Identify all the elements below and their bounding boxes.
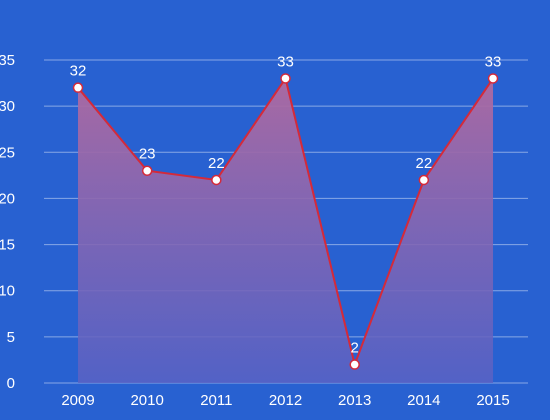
data-point-2014 (418, 174, 430, 186)
y-tick-label: 25 (0, 144, 15, 161)
x-tick-label: 2010 (130, 392, 163, 409)
x-tick-label: 2009 (61, 392, 94, 409)
series-area-fill (78, 78, 494, 383)
data-label-2015: 33 (485, 53, 502, 70)
y-tick-label: 5 (7, 329, 15, 346)
data-label-2012: 33 (277, 53, 294, 70)
data-label-2010: 23 (139, 146, 156, 163)
y-tick-label: 30 (0, 98, 15, 115)
y-tick-label: 15 (0, 237, 15, 254)
data-point-2012 (280, 73, 291, 84)
data-point-2015 (487, 73, 499, 84)
data-point-2009 (72, 82, 84, 93)
data-label-2014: 22 (416, 155, 433, 172)
data-point-2011 (211, 174, 222, 186)
y-tick-label: 35 (0, 52, 15, 69)
x-tick-label: 2015 (476, 392, 509, 409)
x-tick-label: 2012 (269, 392, 302, 409)
x-axis: 2009 2010 2011 2012 2013 2014 2015 (61, 392, 509, 409)
y-axis: 0 5 10 15 20 25 30 35 (0, 52, 15, 392)
data-point-2013 (349, 359, 360, 370)
series-area (78, 78, 494, 383)
x-tick-label: 2011 (200, 392, 232, 409)
data-label-2011: 22 (208, 155, 225, 172)
data-points (72, 73, 499, 370)
data-point-2010 (141, 165, 153, 176)
data-label-2009: 32 (70, 63, 87, 80)
y-tick-label: 10 (0, 283, 15, 300)
y-tick-label: 20 (0, 190, 15, 207)
x-tick-label: 2013 (338, 392, 371, 409)
x-tick-label: 2014 (407, 392, 440, 409)
y-tick-label: 0 (7, 375, 15, 392)
data-label-2013: 2 (351, 340, 359, 357)
